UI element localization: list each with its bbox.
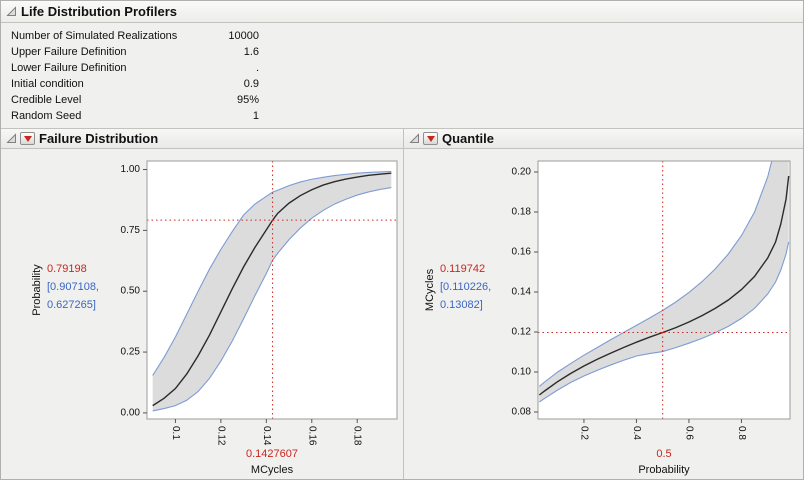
- panel-title: Quantile: [442, 131, 495, 146]
- y-ci-interval-line1: [0.907108,: [47, 281, 99, 293]
- parameter-row: Number of Simulated Realizations 10000: [1, 28, 803, 44]
- parameter-label: Lower Failure Definition: [11, 62, 127, 74]
- parameter-label: Credible Level: [11, 94, 82, 106]
- y-ci-interval-line2: 0.13082]: [440, 299, 483, 311]
- parameter-value[interactable]: 1: [252, 110, 259, 122]
- y-tick-label: 0.14: [512, 287, 532, 298]
- y-tick-label: 0.16: [512, 247, 532, 258]
- x-tick-label: 0.12: [215, 426, 226, 446]
- y-ci-interval-line1: [0.110226,: [440, 281, 491, 293]
- parameter-label: Random Seed: [11, 110, 82, 122]
- profiler-panels: Failure Distribution 0.00 0.25 0.50 0.75 1.0…: [1, 128, 803, 479]
- y-tick-label: 0.10: [512, 367, 532, 378]
- x-current-value[interactable]: 0.1427607: [246, 448, 298, 460]
- y-current-value: 0.79198: [47, 263, 87, 275]
- parameters-table: Number of Simulated Realizations 10000 Upp…: [1, 23, 803, 128]
- quantile-chart: 0.08 0.10 0.12 0.14 0.16 0.18 0.20 0.2 0.4 0.6 0.8…: [424, 160, 791, 476]
- x-tick-label: 0.8: [736, 426, 747, 440]
- failure-distribution-header: Failure Distribution: [1, 128, 403, 149]
- y-tick-label: 0.50: [121, 286, 141, 297]
- x-tick-label: 0.18: [352, 426, 363, 446]
- parameter-value[interactable]: 10000: [228, 30, 259, 42]
- y-tick-label: 0.12: [512, 327, 532, 338]
- quantile-header: Quantile: [404, 128, 803, 149]
- parameter-label: Number of Simulated Realizations: [11, 30, 178, 42]
- parameter-row: Lower Failure Definition.: [1, 60, 803, 76]
- parameter-row: Initial condition 0.9: [1, 76, 803, 92]
- disclosure-triangle-icon[interactable]: [409, 133, 420, 144]
- plot-frame: [537, 160, 791, 420]
- parameter-value[interactable]: 1.6: [243, 46, 259, 58]
- y-tick-label: 0.75: [121, 225, 141, 236]
- x-tick-label: 0.2: [578, 426, 589, 440]
- parameter-row: Upper Failure Definition 1.6: [1, 44, 803, 60]
- y-axis-label: Probability: [31, 264, 43, 316]
- ci-upper-curve: [152, 170, 392, 376]
- x-axis-label: MCycles: [251, 464, 294, 476]
- x-tick-label: 0.14: [261, 426, 272, 446]
- ci-lower-curve: [539, 241, 790, 403]
- plot-frame: [146, 160, 398, 420]
- y-tick-label: 0.25: [121, 347, 141, 358]
- confidence-band: [152, 171, 392, 411]
- window-header: Life Distribution Profilers: [1, 1, 803, 23]
- parameter-value[interactable]: .: [255, 62, 259, 74]
- red-triangle-menu-button[interactable]: [423, 132, 438, 145]
- panel-failure-distribution: Failure Distribution 0.00 0.25 0.50 0.75 1.0…: [1, 128, 403, 479]
- panel-quantile: Quantile 0.08 0.10 0.12 0.14 0.16 0.18 0.20 0.2…: [403, 128, 803, 479]
- parameter-row: Credible Level 95%: [1, 92, 803, 108]
- y-ci-interval-line2: 0.627265]: [47, 299, 96, 311]
- disclosure-triangle-icon[interactable]: [6, 6, 17, 17]
- x-axis-label: Probability: [638, 464, 690, 476]
- failure-distribution-chart: 0.00 0.25 0.50 0.75 1.00 0.1 0.12 0.14 0.16 0.18 P…: [31, 160, 398, 476]
- x-tick-label: 0.4: [631, 426, 642, 440]
- parameter-label: Upper Failure Definition: [11, 46, 127, 58]
- page-title: Life Distribution Profilers: [21, 4, 178, 19]
- y-tick-label: 0.18: [512, 207, 532, 218]
- y-tick-label: 0.08: [512, 407, 532, 418]
- x-current-value[interactable]: 0.5: [656, 448, 671, 460]
- y-tick-label: 1.00: [121, 164, 141, 175]
- parameter-value[interactable]: 95%: [236, 94, 259, 106]
- red-triangle-menu-button[interactable]: [20, 132, 35, 145]
- red-triangle-icon: [426, 135, 435, 142]
- y-tick-label: 0.00: [121, 407, 141, 418]
- estimate-curve: [538, 175, 790, 396]
- x-tick-label: 0.6: [683, 426, 694, 440]
- y-axis-label: MCycles: [424, 268, 436, 311]
- y-tick-label: 0.20: [512, 167, 532, 178]
- parameter-label: Initial condition: [11, 78, 84, 90]
- x-tick-label: 0.16: [306, 426, 317, 446]
- red-triangle-icon: [23, 135, 32, 142]
- panel-title: Failure Distribution: [39, 131, 159, 146]
- ci-upper-curve: [538, 161, 773, 387]
- parameter-value[interactable]: 0.9: [243, 78, 259, 90]
- y-current-value: 0.119742: [440, 263, 485, 275]
- x-tick-label: 0.1: [170, 426, 181, 440]
- disclosure-triangle-icon[interactable]: [6, 133, 17, 144]
- parameter-row: Random Seed 1: [1, 108, 803, 124]
